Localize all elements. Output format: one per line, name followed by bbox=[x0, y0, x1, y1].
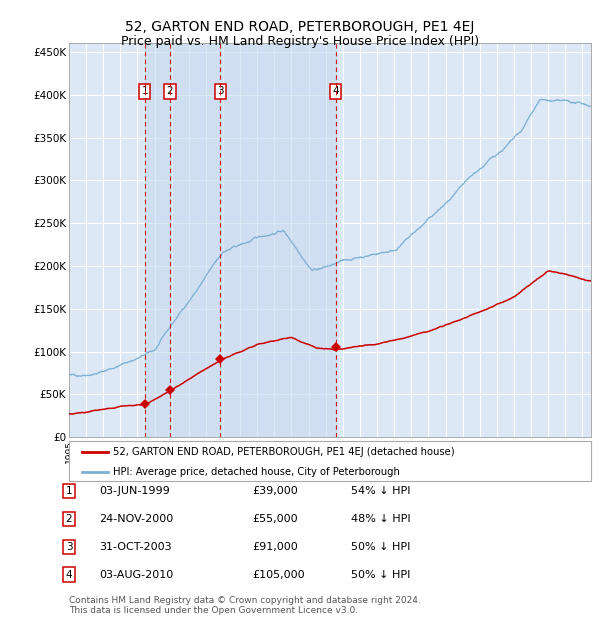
Text: 03-AUG-2010: 03-AUG-2010 bbox=[99, 570, 173, 580]
Text: 50% ↓ HPI: 50% ↓ HPI bbox=[351, 542, 410, 552]
Text: 50% ↓ HPI: 50% ↓ HPI bbox=[351, 570, 410, 580]
Text: HPI: Average price, detached house, City of Peterborough: HPI: Average price, detached house, City… bbox=[113, 467, 400, 477]
Text: 48% ↓ HPI: 48% ↓ HPI bbox=[351, 514, 410, 524]
Text: 2: 2 bbox=[65, 514, 73, 524]
Text: 52, GARTON END ROAD, PETERBOROUGH, PE1 4EJ (detached house): 52, GARTON END ROAD, PETERBOROUGH, PE1 4… bbox=[113, 448, 455, 458]
Text: 03-JUN-1999: 03-JUN-1999 bbox=[99, 486, 170, 496]
Text: 2: 2 bbox=[167, 86, 173, 97]
Text: 3: 3 bbox=[65, 542, 73, 552]
Text: 4: 4 bbox=[65, 570, 73, 580]
Text: 1: 1 bbox=[142, 86, 148, 97]
Text: 3: 3 bbox=[217, 86, 223, 97]
Text: 1: 1 bbox=[65, 486, 73, 496]
Text: 52, GARTON END ROAD, PETERBOROUGH, PE1 4EJ: 52, GARTON END ROAD, PETERBOROUGH, PE1 4… bbox=[125, 20, 475, 34]
Text: £55,000: £55,000 bbox=[252, 514, 298, 524]
Text: £105,000: £105,000 bbox=[252, 570, 305, 580]
Text: £39,000: £39,000 bbox=[252, 486, 298, 496]
Text: £91,000: £91,000 bbox=[252, 542, 298, 552]
Text: 4: 4 bbox=[332, 86, 339, 97]
Text: 54% ↓ HPI: 54% ↓ HPI bbox=[351, 486, 410, 496]
Bar bbox=[145, 43, 335, 437]
Text: Contains HM Land Registry data © Crown copyright and database right 2024.
This d: Contains HM Land Registry data © Crown c… bbox=[69, 596, 421, 615]
Text: Price paid vs. HM Land Registry's House Price Index (HPI): Price paid vs. HM Land Registry's House … bbox=[121, 35, 479, 48]
Text: 24-NOV-2000: 24-NOV-2000 bbox=[99, 514, 173, 524]
Text: 31-OCT-2003: 31-OCT-2003 bbox=[99, 542, 172, 552]
